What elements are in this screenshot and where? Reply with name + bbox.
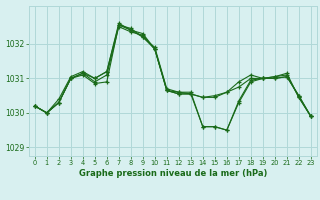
X-axis label: Graphe pression niveau de la mer (hPa): Graphe pression niveau de la mer (hPa) (79, 169, 267, 178)
